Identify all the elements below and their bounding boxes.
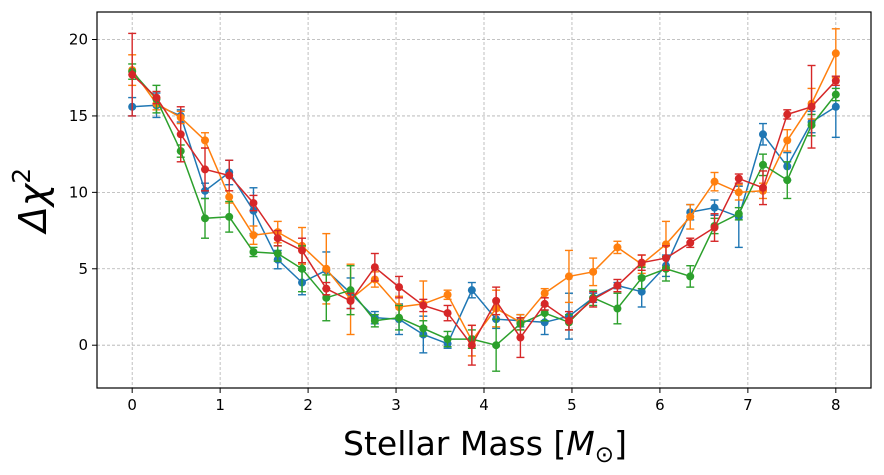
data-point — [322, 284, 331, 293]
data-point — [734, 209, 743, 218]
ticks: 0 1 2 3 4 5 6 7 8 0 5 10 15 20 — [69, 31, 841, 414]
data-point — [395, 313, 404, 322]
data-point — [225, 212, 234, 221]
y-tick-label: 0 — [78, 336, 88, 354]
data-point — [516, 333, 525, 342]
series-layer — [128, 28, 840, 372]
data-point — [370, 316, 379, 325]
data-point — [637, 258, 646, 267]
data-point — [322, 264, 331, 273]
data-point — [273, 249, 282, 258]
data-point — [128, 70, 137, 79]
y-tick-label: 5 — [78, 260, 88, 278]
data-point — [443, 309, 452, 318]
data-point — [152, 93, 161, 102]
data-point — [589, 295, 598, 304]
x-tick-label: 2 — [303, 396, 313, 414]
data-point — [783, 110, 792, 119]
series-line — [132, 104, 837, 345]
data-point — [710, 177, 719, 186]
data-point — [831, 49, 840, 58]
data-point — [589, 267, 598, 276]
data-point — [492, 296, 501, 305]
data-point — [346, 296, 355, 305]
data-point — [443, 335, 452, 344]
data-point — [637, 273, 646, 282]
data-point — [758, 183, 767, 192]
x-tick-label: 7 — [743, 396, 753, 414]
x-tick-label: 3 — [391, 396, 401, 414]
data-point — [661, 254, 670, 263]
data-point — [686, 212, 695, 221]
data-point — [564, 316, 573, 325]
data-point — [419, 324, 428, 333]
data-point — [443, 290, 452, 299]
data-point — [710, 203, 719, 212]
x-tick-label: 0 — [127, 396, 137, 414]
data-point — [540, 299, 549, 308]
x-axis-label: Stellar Mass [M⊙] — [343, 424, 627, 468]
data-point — [613, 281, 622, 290]
data-point — [201, 214, 210, 223]
data-point — [758, 130, 767, 139]
series-line — [131, 74, 837, 347]
data-point — [201, 165, 210, 174]
x-tick-label: 5 — [567, 396, 577, 414]
data-point — [201, 136, 210, 145]
data-point — [322, 293, 331, 302]
data-point — [395, 283, 404, 292]
data-point — [564, 272, 573, 281]
y-tick-label: 10 — [69, 183, 88, 201]
grid — [97, 12, 871, 388]
series-line — [131, 71, 837, 347]
data-point — [249, 247, 258, 256]
data-point — [467, 341, 476, 350]
data-point — [540, 289, 549, 298]
x-tick-label: 1 — [215, 396, 225, 414]
data-point — [831, 76, 840, 85]
series-4 — [128, 32, 840, 366]
data-point — [273, 234, 282, 243]
data-point — [225, 192, 234, 201]
data-point — [249, 231, 258, 240]
data-point — [225, 171, 234, 180]
data-point — [807, 102, 816, 111]
data-point — [613, 243, 622, 252]
x-tick-label: 6 — [655, 396, 665, 414]
data-point — [686, 238, 695, 247]
data-point — [734, 188, 743, 197]
data-point — [298, 246, 307, 255]
data-point — [686, 272, 695, 281]
data-point — [176, 130, 185, 139]
data-point — [298, 264, 307, 273]
data-point — [613, 304, 622, 313]
data-point — [734, 174, 743, 183]
y-axis-label: Δχ2 — [7, 168, 55, 235]
data-point — [540, 309, 549, 318]
data-point — [758, 160, 767, 169]
data-point — [831, 102, 840, 111]
data-point — [249, 199, 258, 208]
x-tick-label: 4 — [479, 396, 489, 414]
data-point — [467, 286, 476, 295]
data-point — [419, 301, 428, 310]
x-tick-label: 8 — [831, 396, 841, 414]
y-tick-label: 15 — [69, 107, 88, 125]
data-point — [370, 263, 379, 272]
data-point — [710, 223, 719, 232]
data-point — [346, 286, 355, 295]
data-point — [831, 90, 840, 99]
data-point — [637, 287, 646, 296]
data-point — [783, 136, 792, 145]
y-tick-label: 20 — [69, 31, 88, 49]
data-point — [783, 176, 792, 185]
data-point — [492, 341, 501, 350]
